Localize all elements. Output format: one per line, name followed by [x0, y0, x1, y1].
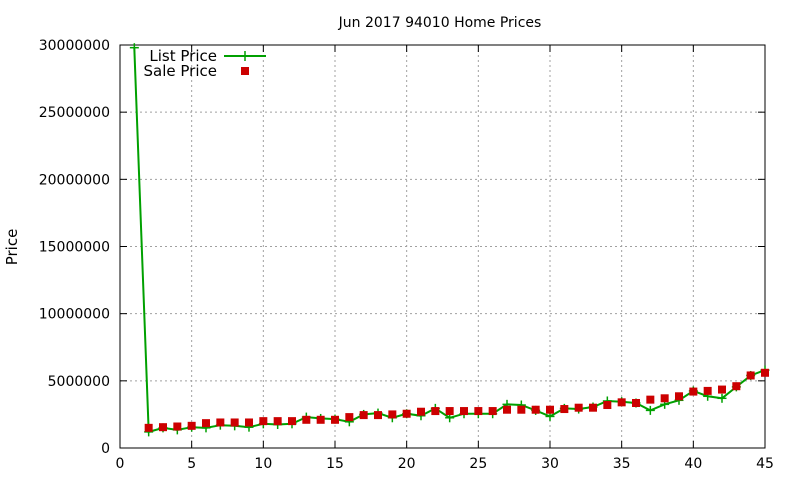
y-axis-label: Price	[3, 229, 21, 266]
data-point	[129, 43, 139, 53]
data-point	[646, 395, 655, 404]
data-point	[746, 371, 755, 380]
series-line	[133, 47, 766, 434]
data-point	[560, 405, 569, 414]
x-tick-label: 5	[187, 456, 196, 472]
y-tick-label: 30000000	[39, 38, 110, 54]
x-tick-label: 20	[398, 456, 416, 472]
data-point	[388, 410, 397, 419]
x-tick-label: 45	[756, 456, 774, 472]
data-point	[531, 405, 540, 414]
x-tick-label: 25	[469, 456, 487, 472]
legend-marker-list-price	[240, 51, 250, 61]
chart-title: Jun 2017 94010 Home Prices	[338, 15, 542, 31]
data-point	[474, 407, 483, 416]
data-point	[374, 411, 382, 420]
data-point	[732, 382, 741, 391]
data-point	[717, 393, 727, 403]
data-point	[431, 407, 440, 416]
y-tick-label: 20000000	[39, 172, 110, 188]
x-tick-label: 35	[613, 456, 631, 472]
data-point	[574, 403, 583, 412]
data-point	[632, 398, 640, 407]
data-point	[216, 418, 225, 427]
data-point	[660, 394, 669, 403]
data-point	[359, 411, 368, 420]
data-point	[402, 409, 411, 418]
data-point	[517, 405, 526, 414]
axis-ticks: 0 5 10 15 20 25 30 35 40 45 0 5000000 10000000 150000…	[39, 38, 774, 472]
legend-marker-sale-price	[241, 67, 249, 75]
data-point	[345, 413, 354, 422]
series-sale-price	[144, 368, 769, 432]
data-point	[603, 401, 612, 410]
x-tick-label: 15	[326, 456, 344, 472]
data-point	[288, 417, 296, 426]
data-point	[187, 421, 196, 430]
data-point	[316, 415, 325, 424]
data-point	[645, 405, 655, 415]
data-point	[503, 405, 511, 414]
data-point	[488, 407, 497, 416]
data-point	[331, 415, 339, 424]
chart-legend: List Price Sale Price	[144, 47, 266, 80]
y-tick-label: 10000000	[39, 307, 110, 323]
data-point	[173, 422, 182, 431]
x-tick-label: 40	[684, 456, 702, 472]
data-point	[273, 417, 282, 426]
data-point	[617, 398, 626, 407]
x-tick-label: 0	[116, 456, 125, 472]
y-tick-label: 0	[101, 441, 110, 457]
data-point	[589, 403, 597, 412]
data-point	[546, 405, 554, 414]
data-point	[675, 392, 683, 401]
data-point	[445, 407, 454, 416]
data-point	[703, 386, 712, 395]
data-point	[144, 423, 153, 432]
series-list-price	[129, 43, 770, 437]
data-point	[202, 419, 210, 428]
data-point	[159, 423, 167, 432]
legend-label-sale-price: Sale Price	[144, 62, 217, 80]
y-tick-label: 25000000	[39, 105, 110, 121]
legend-label-list-price: List Price	[149, 47, 217, 65]
data-point	[761, 368, 769, 377]
data-point	[460, 407, 468, 416]
y-tick-label: 5000000	[48, 374, 110, 390]
x-tick-label: 10	[254, 456, 272, 472]
y-tick-label: 15000000	[39, 240, 110, 256]
data-point	[302, 415, 311, 424]
data-point	[230, 418, 239, 427]
data-point	[259, 417, 268, 426]
grid-lines	[120, 45, 765, 448]
data-point	[718, 385, 726, 394]
data-point	[417, 407, 425, 416]
data-series	[129, 43, 770, 437]
data-point	[245, 418, 253, 427]
data-point	[689, 387, 698, 396]
x-tick-label: 30	[541, 456, 559, 472]
